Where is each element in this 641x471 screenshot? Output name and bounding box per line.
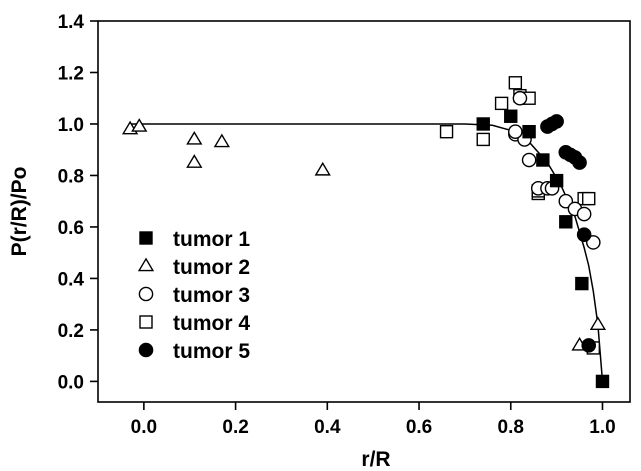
tumor-3-point bbox=[576, 206, 592, 222]
legend-marker-tumor-2 bbox=[137, 257, 155, 272]
tumor-3-point bbox=[508, 124, 523, 139]
tumor-2-point bbox=[186, 154, 203, 168]
tumor-1-point bbox=[536, 153, 550, 167]
tumor-2-point bbox=[131, 118, 148, 132]
y-tick-label: 1.4 bbox=[58, 12, 85, 33]
tumor-3-point bbox=[512, 90, 528, 106]
y-tick-label: 0.8 bbox=[58, 166, 84, 187]
legend-label-tumor-3: tumor 3 bbox=[173, 284, 250, 307]
tumor-1-point bbox=[575, 276, 589, 291]
tumor-5-point bbox=[576, 227, 592, 242]
legend-marker-tumor-1 bbox=[139, 231, 153, 245]
tumor-2-point bbox=[213, 133, 230, 148]
legend-marker-tumor-5 bbox=[138, 342, 154, 358]
tumor-4-point bbox=[494, 96, 509, 111]
legend-label-tumor-5: tumor 5 bbox=[173, 340, 250, 363]
y-tick-label: 1.2 bbox=[58, 63, 84, 84]
tumor-3-point bbox=[586, 235, 601, 250]
x-tick-label: 0.4 bbox=[314, 417, 341, 438]
y-tick-label: 1.0 bbox=[58, 115, 84, 136]
y-axis-title: P(r/R)/Po bbox=[8, 167, 31, 257]
tumor-1-point bbox=[522, 124, 536, 139]
tumor-3-point bbox=[521, 152, 537, 168]
y-tick-label: 0.4 bbox=[58, 269, 85, 290]
x-tick-label: 0.0 bbox=[131, 417, 157, 438]
x-axis-title: r/R bbox=[361, 448, 390, 471]
x-tick-label: 0.6 bbox=[406, 417, 432, 438]
tumor-1-point bbox=[504, 109, 518, 123]
legend-marker-tumor-3 bbox=[138, 286, 154, 302]
x-tick-label: 1.0 bbox=[589, 417, 615, 438]
x-tick-label: 0.2 bbox=[222, 417, 248, 438]
tumor-1-point bbox=[476, 117, 490, 131]
tumor-2-point bbox=[314, 161, 331, 176]
y-tick-label: 0.6 bbox=[58, 218, 84, 239]
tumor-1-point bbox=[595, 374, 610, 389]
tumor-1-point bbox=[549, 173, 564, 188]
tumor-4-point bbox=[476, 132, 490, 147]
tumor-2-point bbox=[186, 130, 203, 145]
legend-label-tumor-1: tumor 1 bbox=[173, 228, 250, 251]
tumor-4-point bbox=[439, 124, 454, 139]
y-tick-label: 0.0 bbox=[58, 372, 84, 393]
tumor-5-point bbox=[549, 114, 564, 129]
tumor-5-point bbox=[572, 155, 587, 170]
legend-label-tumor-4: tumor 4 bbox=[173, 312, 250, 335]
legend-marker-tumor-4 bbox=[139, 315, 153, 329]
tumor-2-point bbox=[589, 316, 607, 331]
tumor-1-point bbox=[559, 215, 573, 229]
tumor-3-point bbox=[558, 193, 574, 209]
plot-frame bbox=[97, 20, 631, 403]
tumor-4-point bbox=[582, 191, 596, 206]
tumor-4-point bbox=[508, 76, 523, 90]
y-tick-label: 0.2 bbox=[58, 321, 84, 342]
legend-label-tumor-2: tumor 2 bbox=[173, 256, 250, 279]
tumor-5-point bbox=[581, 338, 597, 353]
x-tick-label: 0.8 bbox=[498, 417, 524, 438]
